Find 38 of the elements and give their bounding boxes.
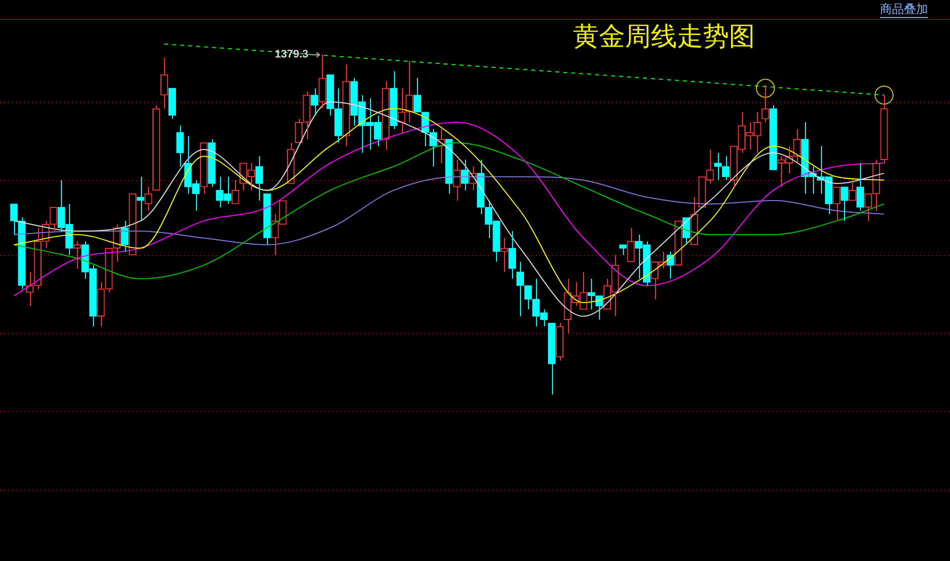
- candlestick: [342, 64, 350, 147]
- candlestick: [619, 244, 627, 256]
- candlestick: [10, 204, 18, 236]
- candlestick: [208, 138, 216, 188]
- candlestick: [160, 57, 168, 110]
- candlestick: [200, 142, 208, 194]
- candlestick: [880, 94, 888, 164]
- candlestick: [460, 159, 469, 191]
- annotation: 1379.3: [274, 48, 308, 60]
- candlestick: [714, 152, 722, 181]
- candlestick: [856, 162, 864, 212]
- candlestick: [500, 237, 508, 272]
- candlestick: [232, 180, 240, 204]
- candlestick: [263, 193, 271, 246]
- candlestick: [453, 159, 461, 202]
- text: 商品叠加: [880, 2, 928, 16]
- candlestick: [120, 220, 129, 252]
- candlestick: [382, 80, 390, 150]
- candlestick: [73, 240, 82, 270]
- candlestick: [18, 217, 26, 290]
- candlestick: [176, 125, 184, 168]
- chart-title: 黄金周线走势图: [573, 22, 755, 52]
- candlestick: [556, 322, 564, 361]
- candlestick: [406, 60, 414, 123]
- candlestick: [136, 176, 144, 222]
- candlestick: [97, 282, 105, 327]
- candlestick: [548, 322, 556, 395]
- candlestick: [627, 227, 635, 262]
- candlestick: [429, 128, 438, 168]
- candlestick: [840, 186, 848, 222]
- candlestick: [414, 78, 422, 112]
- candlestick: [516, 261, 524, 317]
- candlestick: [318, 54, 326, 110]
- candlestick: [832, 186, 840, 222]
- candlestick: [168, 88, 176, 120]
- candlestick: [508, 230, 516, 280]
- candlestick: [390, 70, 398, 130]
- candlestick: [255, 156, 263, 202]
